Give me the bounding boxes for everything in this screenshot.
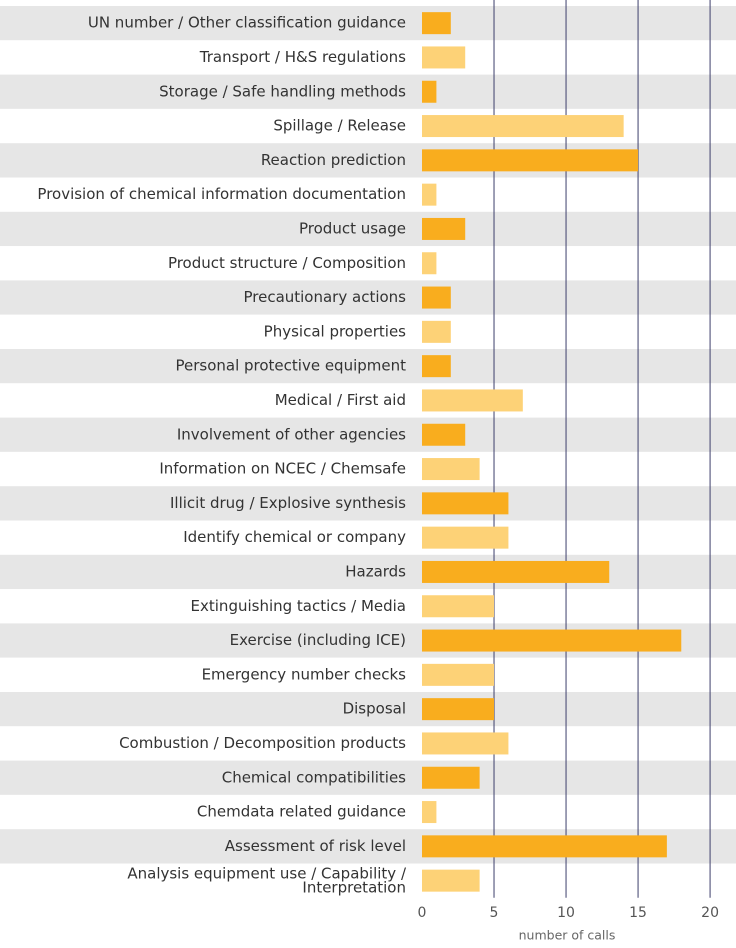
- y-tick-label: Reaction prediction: [261, 151, 406, 169]
- y-tick-label: Storage / Safe handling methods: [159, 82, 406, 100]
- row-band: [0, 760, 736, 795]
- bar: [422, 115, 624, 138]
- row-band: [0, 726, 736, 761]
- bar: [422, 869, 480, 892]
- y-tick-label: Product usage: [299, 219, 406, 237]
- y-tick-label: Involvement of other agencies: [177, 425, 406, 443]
- y-tick-label: UN number / Other classification guidanc…: [88, 14, 406, 32]
- row-band: [0, 314, 736, 349]
- y-tick-label: Emergency number checks: [202, 665, 407, 683]
- x-tick-label: 20: [701, 905, 719, 921]
- row-band: [0, 794, 736, 830]
- row-band: [0, 211, 736, 247]
- y-tick-label: Spillage / Release: [273, 117, 406, 135]
- y-tick-label: Illicit drug / Explosive synthesis: [170, 494, 406, 512]
- row-band: [0, 589, 736, 624]
- row-band: [0, 40, 736, 75]
- bar: [422, 12, 451, 35]
- bar: [422, 526, 509, 549]
- y-tick-label: Extinguishing tactics / Media: [191, 597, 406, 615]
- y-tick-label: Physical properties: [264, 322, 407, 340]
- y-tick-label: Combustion / Decomposition products: [119, 734, 406, 752]
- y-tick-label: Hazards: [345, 562, 406, 580]
- x-tick-label: 0: [418, 905, 427, 921]
- x-tick-label: 10: [557, 905, 575, 921]
- row-band: [0, 692, 736, 727]
- bar: [422, 46, 466, 69]
- y-tick-label: Precautionary actions: [243, 288, 406, 306]
- y-tick-label: Chemical compatibilities: [222, 768, 406, 786]
- bar: [422, 766, 480, 789]
- bar: [422, 663, 495, 686]
- row-band: [0, 280, 736, 315]
- bar: [422, 217, 466, 240]
- bar: [422, 560, 610, 583]
- y-tick-label: Medical / First aid: [275, 391, 406, 409]
- y-tick-label: Exercise (including ICE): [230, 631, 406, 649]
- y-tick-label: Chemdata related guidance: [197, 803, 406, 821]
- y-tick-label: Provision of chemical information docume…: [37, 185, 406, 203]
- bar: [422, 595, 495, 618]
- row-band: [0, 520, 736, 555]
- y-tick-label: Information on NCEC / Chemsafe: [159, 460, 406, 478]
- bar: [422, 835, 667, 858]
- row-band: [0, 657, 736, 692]
- row-band: [0, 554, 736, 590]
- row-band: [0, 863, 736, 898]
- row-band: [0, 486, 736, 521]
- bar: [422, 80, 437, 103]
- bar: [422, 252, 437, 275]
- row-band: [0, 246, 736, 281]
- bar: [422, 183, 437, 206]
- bar: [422, 629, 682, 652]
- x-tick-label: 15: [629, 905, 647, 921]
- row-band: [0, 417, 736, 452]
- bar: [422, 492, 509, 515]
- x-tick-label: 5: [490, 905, 499, 921]
- y-tick-label: Identify chemical or company: [183, 528, 406, 546]
- y-tick-label: Disposal: [343, 700, 406, 718]
- bar: [422, 698, 495, 721]
- row-band: [0, 451, 736, 487]
- bar: [422, 355, 451, 378]
- row-band: [0, 349, 736, 384]
- bar: [422, 389, 523, 412]
- row-band: [0, 177, 736, 212]
- y-tick-label: Analysis equipment use / Capability / Int…: [127, 864, 407, 896]
- bar: [422, 286, 451, 309]
- y-tick-label: Transport / H&S regulations: [199, 48, 406, 66]
- bar: [422, 423, 466, 446]
- y-tick-label: Assessment of risk level: [225, 837, 406, 855]
- bar: [422, 149, 639, 172]
- bar: [422, 320, 451, 343]
- y-tick-label: Product structure / Composition: [168, 254, 406, 272]
- row-band: [0, 6, 736, 41]
- row-band: [0, 383, 736, 418]
- x-axis-title: number of calls: [519, 928, 616, 943]
- y-tick-label: Personal protective equipment: [175, 357, 406, 375]
- row-band: [0, 74, 736, 109]
- bar: [422, 801, 437, 824]
- bar: [422, 458, 480, 481]
- bar: [422, 732, 509, 755]
